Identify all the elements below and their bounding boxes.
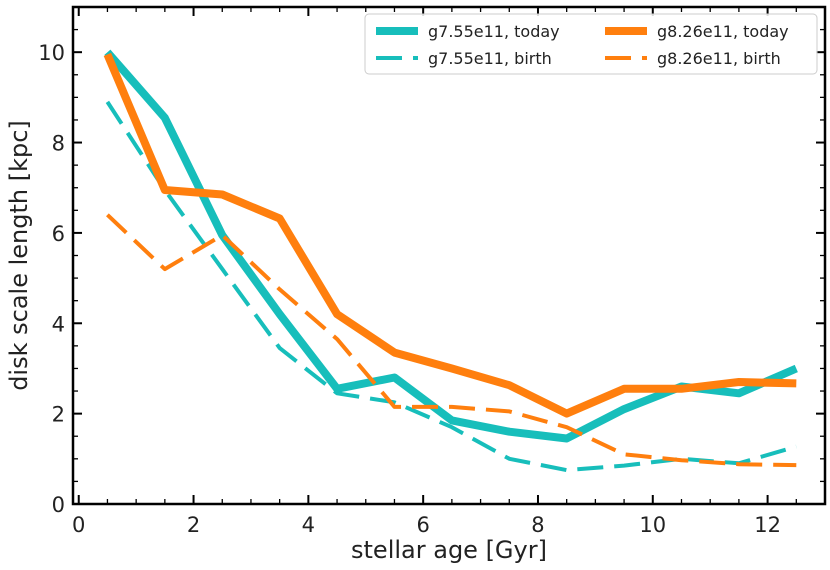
y-tick-label: 2 [52,403,65,427]
x-tick-label: 6 [416,513,429,537]
series-line-1 [104,49,798,443]
x-tick-label: 0 [72,513,85,537]
series-layer [103,49,798,473]
x-axis-label: stellar age [Gyr] [351,536,547,564]
series-line-2 [105,100,797,473]
y-tick-label: 8 [52,132,65,156]
legend-box [364,13,818,75]
y-tick-label: 6 [52,222,65,246]
x-tick-label: 10 [639,513,666,537]
series-line-4 [106,213,797,468]
x-tick-label: 4 [302,513,315,537]
legend-label-4: g8.26e11, birth [657,49,781,68]
legend-label-3: g8.26e11, today [657,22,789,41]
y-axis-label: disk scale length [kpc] [5,120,33,391]
y-tick-label: 10 [38,41,65,65]
plot-frame [71,5,827,506]
axes-layer: 0 2 4 6 8 10 12 0 2 4 6 8 10 [38,5,827,537]
y-tick-label: 4 [52,312,65,336]
legend-label-1: g7.55e11, today [428,22,560,41]
x-tick-label: 12 [754,513,781,537]
x-tick-label: 8 [531,513,544,537]
legend-label-2: g7.55e11, birth [428,49,552,68]
x-tick-label: 2 [187,513,200,537]
series-line-3 [103,52,797,418]
legend: g7.55e11, today g7.55e11, birth g8.26e11, … [364,13,818,75]
y-tick-label: 0 [52,493,65,517]
